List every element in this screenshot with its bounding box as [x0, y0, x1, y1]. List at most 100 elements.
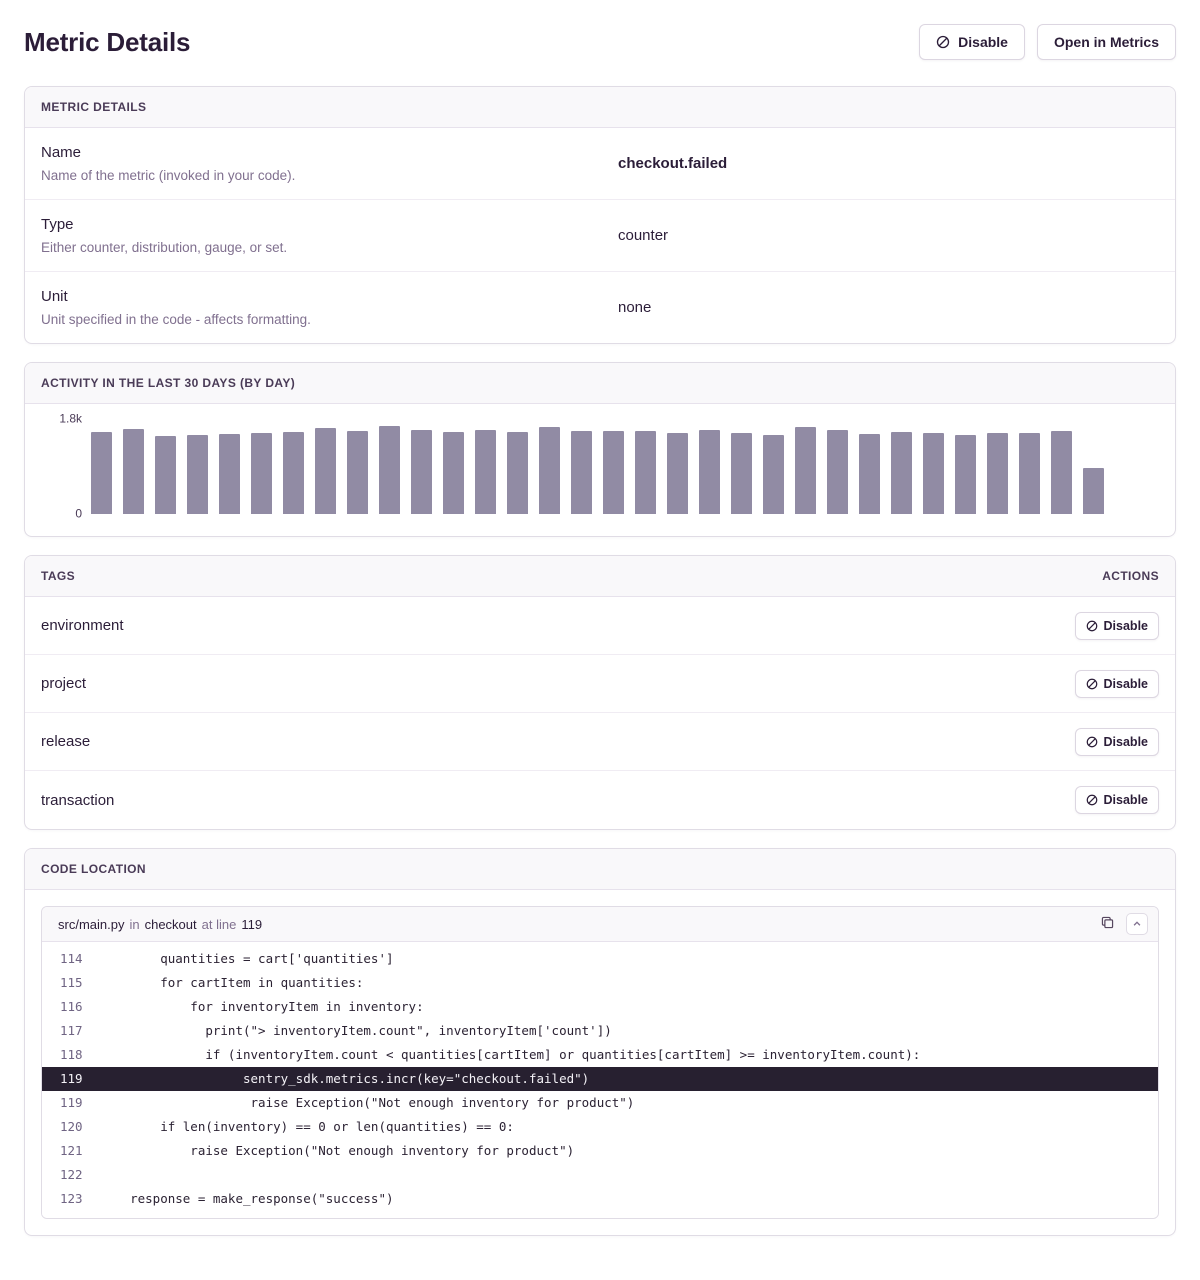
code-line: 123 response = make_response("success")	[42, 1187, 1158, 1211]
activity-panel-header: ACTIVITY IN THE LAST 30 DAYS (BY DAY)	[25, 363, 1175, 404]
activity-bar	[571, 431, 592, 514]
activity-panel: ACTIVITY IN THE LAST 30 DAYS (BY DAY) 1.…	[24, 362, 1176, 537]
code-line-number-gutter: 116	[60, 999, 83, 1014]
disable-tag-button-label: Disable	[1103, 618, 1148, 633]
tag-name: project	[41, 675, 87, 692]
code-line: 116 for inventoryItem in inventory:	[42, 995, 1158, 1019]
metric-detail-value: counter	[618, 227, 669, 244]
metric-details-rows: Name Name of the metric (invoked in your …	[25, 128, 1175, 343]
metric-detail-value: none	[618, 299, 652, 316]
metric-detail-left: Unit Unit specified in the code - affects…	[41, 286, 600, 329]
circle-slash-icon	[936, 35, 950, 49]
activity-bar	[987, 433, 1008, 514]
code-snippet: 114 quantities = cart['quantities'] 115 f…	[42, 942, 1158, 1218]
activity-chart: 1.8k 0	[25, 404, 1175, 536]
metric-details-panel: METRIC DETAILS Name Name of the metric (i…	[24, 86, 1176, 344]
code-line-text: if (inventoryItem.count < quantities[car…	[100, 1047, 921, 1062]
activity-bar	[123, 428, 144, 514]
activity-bar	[411, 430, 432, 514]
activity-bar	[763, 435, 784, 514]
code-card-header: src/main.py in checkout at line 119	[42, 907, 1158, 942]
copy-code-button[interactable]	[1098, 913, 1117, 935]
code-location-panel-header: CODE LOCATION	[25, 849, 1175, 890]
activity-bar	[827, 430, 848, 514]
activity-bar	[379, 425, 400, 514]
disable-tag-button-label: Disable	[1103, 793, 1148, 807]
disable-metric-button-label: Disable	[958, 34, 1008, 50]
disable-tag-release-button[interactable]: Disable	[1074, 727, 1159, 756]
code-line-number-gutter: 122	[60, 1167, 83, 1182]
y-axis-min-label: 0	[75, 506, 82, 521]
code-file-name: src/main.py	[58, 916, 125, 932]
activity-bar	[1083, 467, 1104, 514]
code-line-highlighted: 119 sentry_sdk.metrics.incr(key="checkou…	[42, 1067, 1158, 1091]
metric-detail-value: checkout.failed	[618, 155, 728, 172]
tag-row: project Disable	[25, 655, 1175, 713]
code-line-number-gutter: 120	[60, 1119, 83, 1134]
metric-detail-description: Name of the metric (invoked in your code…	[41, 168, 296, 183]
code-line-text: raise Exception("Not enough inventory fo…	[100, 1095, 635, 1110]
activity-bar	[731, 433, 752, 514]
circle-slash-icon	[1086, 794, 1098, 806]
tag-rows: environment Disable project Disable release D…	[25, 597, 1175, 829]
chevron-up-icon	[1132, 917, 1142, 932]
disable-metric-button[interactable]: Disable	[919, 24, 1025, 60]
activity-bar	[891, 432, 912, 514]
disable-tag-button-label: Disable	[1103, 676, 1148, 691]
metric-detail-left: Type Either counter, distribution, gauge,…	[41, 214, 600, 257]
activity-bar	[91, 431, 112, 514]
code-location-panel: CODE LOCATION src/main.py in checkout at…	[24, 848, 1176, 1236]
disable-tag-environment-button[interactable]: Disable	[1074, 611, 1159, 640]
metric-detail-label: Unit	[41, 288, 68, 305]
activity-bar	[667, 433, 688, 514]
activity-bar	[1051, 431, 1072, 514]
metric-detail-row: Type Either counter, distribution, gauge,…	[25, 200, 1175, 272]
code-line-text: response = make_response("success")	[100, 1191, 394, 1206]
collapse-code-button[interactable]	[1126, 913, 1148, 935]
code-line-text: quantities = cart['quantities']	[100, 951, 394, 966]
metric-details-panel-header: METRIC DETAILS	[25, 87, 1175, 128]
circle-slash-icon	[1086, 736, 1098, 748]
code-path-at-line-words: at line	[201, 916, 237, 932]
activity-bar	[347, 431, 368, 514]
code-line-number-gutter: 123	[60, 1191, 83, 1206]
activity-bar	[475, 430, 496, 514]
copy-icon	[1100, 915, 1115, 933]
code-line: 122	[42, 1163, 1158, 1187]
circle-slash-icon	[1086, 678, 1098, 690]
code-line-number-gutter: 118	[60, 1047, 83, 1062]
tags-panel-header: TAGS ACTIONS	[25, 556, 1175, 597]
code-line-number-gutter: 114	[60, 951, 83, 966]
code-line-number-gutter: 121	[60, 1143, 83, 1158]
code-line: 117 print("> inventoryItem.count", inven…	[42, 1019, 1158, 1043]
activity-bar	[955, 435, 976, 514]
topbar-actions: Disable Open in Metrics	[919, 24, 1176, 60]
tag-name: release	[41, 733, 91, 750]
code-line-text: raise Exception("Not enough inventory fo…	[100, 1143, 575, 1158]
activity-bar	[859, 434, 880, 514]
open-in-metrics-button[interactable]: Open in Metrics	[1036, 24, 1176, 60]
disable-tag-project-button[interactable]: Disable	[1074, 669, 1159, 698]
disable-tag-button-label: Disable	[1103, 734, 1148, 749]
code-card: src/main.py in checkout at line 119	[41, 906, 1159, 1219]
code-line: 114 quantities = cart['quantities']	[42, 947, 1158, 971]
code-line-number-gutter: 115	[60, 975, 83, 990]
code-function-name: checkout	[144, 916, 197, 932]
tag-name: transaction	[41, 791, 115, 809]
y-axis-max-label: 1.8k	[59, 411, 82, 426]
code-line-text: if len(inventory) == 0 or len(quantities…	[100, 1119, 514, 1134]
activity-bar	[923, 433, 944, 514]
activity-bar	[795, 426, 816, 514]
metric-detail-description: Unit specified in the code - affects for…	[41, 312, 311, 327]
code-line-number: 119	[241, 916, 263, 932]
activity-bar	[635, 431, 656, 514]
code-line-number-gutter: 117	[60, 1023, 83, 1038]
activity-bar	[507, 432, 528, 514]
chart-bars	[91, 418, 1151, 514]
code-line: 120 if len(inventory) == 0 or len(quanti…	[42, 1115, 1158, 1139]
disable-tag-transaction-button[interactable]: Disable	[1074, 786, 1159, 814]
activity-bar	[219, 434, 240, 514]
tag-row: transaction Disable	[25, 771, 1175, 829]
code-line-number-gutter: 119	[60, 1071, 83, 1086]
